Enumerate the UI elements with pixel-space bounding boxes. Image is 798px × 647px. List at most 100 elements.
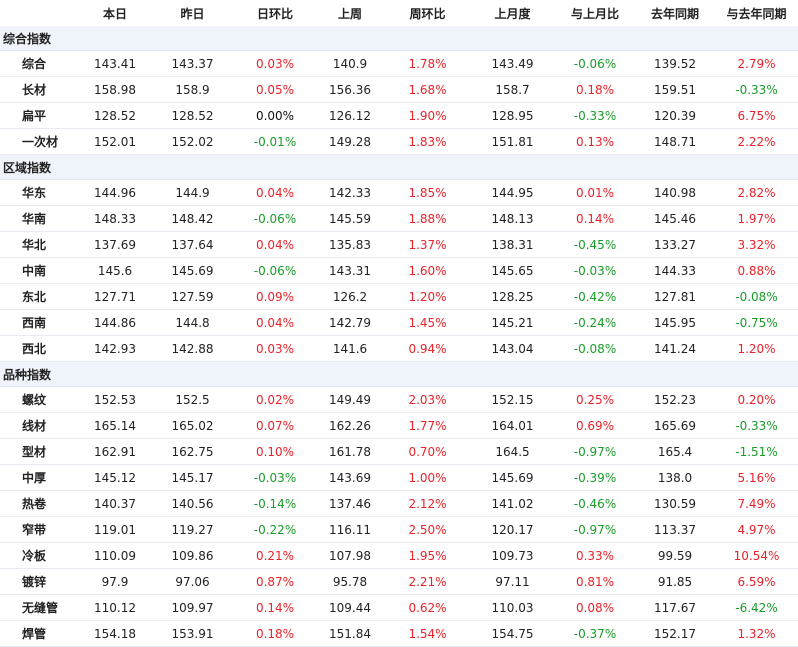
section-title: 综合指数 <box>0 26 798 51</box>
cell-last-year: 140.98 <box>635 179 715 206</box>
cell-last-year: 117.67 <box>635 594 715 621</box>
cell-month-change: -0.97% <box>555 438 635 465</box>
cell-last-year: 165.69 <box>635 412 715 439</box>
cell-month-change: -0.08% <box>555 335 635 362</box>
cell-day-change: 0.21% <box>235 542 315 569</box>
cell-last-year: 165.4 <box>635 438 715 465</box>
cell-last-month: 141.02 <box>470 490 555 517</box>
cell-day-change: -0.22% <box>235 516 315 543</box>
cell-yesterday: 142.88 <box>150 335 235 362</box>
cell-year-change: -0.33% <box>715 76 798 103</box>
cell-last-week: 135.83 <box>315 231 385 258</box>
cell-last-month: 110.03 <box>470 594 555 621</box>
cell-yesterday: 145.17 <box>150 464 235 491</box>
cell-yesterday: 109.97 <box>150 594 235 621</box>
section-header-row: 品种指数 <box>0 361 798 387</box>
cell-month-change: 0.01% <box>555 179 635 206</box>
header-cell-year-change: 与去年同期 <box>715 0 798 26</box>
cell-year-change: 2.22% <box>715 128 798 155</box>
cell-last-month: 143.49 <box>470 50 555 77</box>
header-row: 本日 昨日 日环比 上周 周环比 上月度 与上月比 去年同期 与去年同期 <box>0 0 798 26</box>
cell-last-month: 152.15 <box>470 386 555 413</box>
cell-last-week: 107.98 <box>315 542 385 569</box>
cell-yesterday: 144.8 <box>150 309 235 336</box>
cell-month-change: 0.25% <box>555 386 635 413</box>
cell-last-month: 164.01 <box>470 412 555 439</box>
cell-week-change: 2.12% <box>385 490 470 517</box>
header-cell-last-year: 去年同期 <box>635 0 715 26</box>
cell-today: 145.6 <box>80 257 150 284</box>
cell-last-year: 139.52 <box>635 50 715 77</box>
cell-name: 中南 <box>0 257 80 284</box>
cell-week-change: 2.03% <box>385 386 470 413</box>
cell-year-change: 1.97% <box>715 205 798 232</box>
cell-yesterday: 140.56 <box>150 490 235 517</box>
cell-last-year: 159.51 <box>635 76 715 103</box>
cell-last-year: 127.81 <box>635 283 715 310</box>
cell-last-month: 145.21 <box>470 309 555 336</box>
cell-month-change: 0.13% <box>555 128 635 155</box>
cell-month-change: 0.18% <box>555 76 635 103</box>
cell-last-week: 116.11 <box>315 516 385 543</box>
cell-last-year: 152.17 <box>635 620 715 647</box>
cell-today: 144.96 <box>80 179 150 206</box>
cell-year-change: -0.75% <box>715 309 798 336</box>
table-row: 华北 137.69 137.64 0.04% 135.83 1.37% 138.31 -0.4… <box>0 231 798 258</box>
cell-month-change: -0.24% <box>555 309 635 336</box>
cell-yesterday: 158.9 <box>150 76 235 103</box>
table-row: 型材 162.91 162.75 0.10% 161.78 0.70% 164.5 -0.97… <box>0 438 798 465</box>
cell-today: 119.01 <box>80 516 150 543</box>
cell-today: 144.86 <box>80 309 150 336</box>
cell-last-month: 158.7 <box>470 76 555 103</box>
header-cell-day-change: 日环比 <box>235 0 315 26</box>
cell-last-week: 142.79 <box>315 309 385 336</box>
cell-last-month: 97.11 <box>470 568 555 595</box>
cell-last-week: 143.31 <box>315 257 385 284</box>
cell-last-month: 164.5 <box>470 438 555 465</box>
cell-month-change: -0.03% <box>555 257 635 284</box>
cell-last-year: 130.59 <box>635 490 715 517</box>
cell-month-change: -0.39% <box>555 464 635 491</box>
cell-name: 镀锌 <box>0 568 80 595</box>
cell-month-change: -0.37% <box>555 620 635 647</box>
cell-day-change: 0.05% <box>235 76 315 103</box>
cell-last-week: 143.69 <box>315 464 385 491</box>
cell-day-change: 0.87% <box>235 568 315 595</box>
cell-today: 128.52 <box>80 102 150 129</box>
cell-year-change: -6.42% <box>715 594 798 621</box>
cell-week-change: 1.60% <box>385 257 470 284</box>
cell-last-week: 156.36 <box>315 76 385 103</box>
cell-name: 冷板 <box>0 542 80 569</box>
table-row: 华东 144.96 144.9 0.04% 142.33 1.85% 144.95 0.01%… <box>0 179 798 206</box>
cell-today: 142.93 <box>80 335 150 362</box>
cell-day-change: -0.06% <box>235 205 315 232</box>
cell-week-change: 1.95% <box>385 542 470 569</box>
cell-name: 型材 <box>0 438 80 465</box>
cell-last-month: 138.31 <box>470 231 555 258</box>
cell-today: 154.18 <box>80 620 150 647</box>
cell-last-week: 109.44 <box>315 594 385 621</box>
cell-last-week: 137.46 <box>315 490 385 517</box>
table-row: 中厚 145.12 145.17 -0.03% 143.69 1.00% 145.69 -0.… <box>0 464 798 491</box>
cell-yesterday: 119.27 <box>150 516 235 543</box>
cell-last-month: 143.04 <box>470 335 555 362</box>
cell-last-month: 154.75 <box>470 620 555 647</box>
cell-week-change: 1.54% <box>385 620 470 647</box>
cell-today: 162.91 <box>80 438 150 465</box>
cell-year-change: 1.32% <box>715 620 798 647</box>
cell-week-change: 1.00% <box>385 464 470 491</box>
cell-yesterday: 144.9 <box>150 179 235 206</box>
cell-yesterday: 128.52 <box>150 102 235 129</box>
cell-week-change: 2.21% <box>385 568 470 595</box>
cell-last-month: 128.25 <box>470 283 555 310</box>
cell-day-change: 0.04% <box>235 179 315 206</box>
section-title: 品种指数 <box>0 361 798 387</box>
cell-last-week: 145.59 <box>315 205 385 232</box>
header-cell-name <box>0 0 80 26</box>
table-row: 焊管 154.18 153.91 0.18% 151.84 1.54% 154.75 -0.3… <box>0 620 798 647</box>
cell-name: 西北 <box>0 335 80 362</box>
cell-week-change: 1.37% <box>385 231 470 258</box>
cell-month-change: -0.06% <box>555 50 635 77</box>
cell-yesterday: 152.5 <box>150 386 235 413</box>
table-row: 华南 148.33 148.42 -0.06% 145.59 1.88% 148.13 0.1… <box>0 205 798 232</box>
